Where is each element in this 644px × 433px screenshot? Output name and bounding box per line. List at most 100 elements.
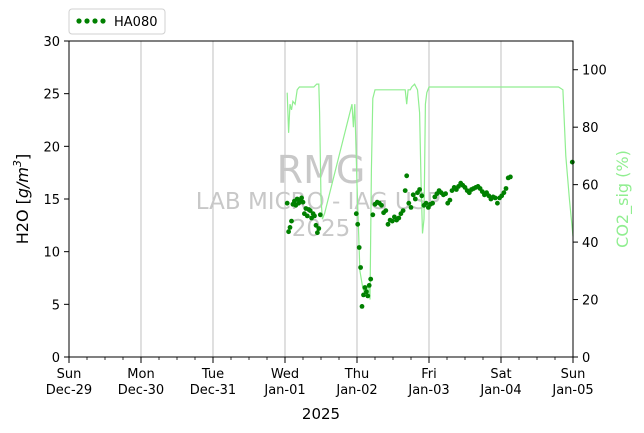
h2o-point <box>312 213 317 219</box>
h2o-point <box>355 221 361 227</box>
h2o-point <box>385 221 391 227</box>
h2o-point <box>402 188 408 194</box>
x-tick-label: Sun Jan-05 <box>551 367 593 398</box>
x-tick-label: Thu Jan-02 <box>335 367 377 398</box>
x-tick-day: Wed <box>271 367 299 382</box>
h2o-point <box>430 200 435 206</box>
h2o-point <box>383 208 389 214</box>
left-axis-title-unit: g/m <box>13 167 32 198</box>
left-axis-title: H2O [g/m3] <box>11 154 32 245</box>
right-y-tick-label: 60 <box>582 179 599 194</box>
x-tick-day: Tue <box>201 367 224 382</box>
left-y-tick-label: 10 <box>43 246 60 261</box>
right-y-axis: 0 20 40 60 80 100 <box>573 64 607 366</box>
right-y-tick-label: 20 <box>582 294 599 309</box>
h2o-point <box>423 200 429 206</box>
legend-label-ha080: HA080 <box>114 15 157 30</box>
x-tick-date: Jan-04 <box>479 383 521 398</box>
h2o-point <box>286 229 291 235</box>
x-tick-day: Sun <box>57 367 82 382</box>
h2o-point <box>284 200 290 206</box>
x-tick-day: Thu <box>344 367 369 382</box>
x-tick-label: Sat Jan-04 <box>479 367 521 398</box>
h2o-point <box>400 208 406 214</box>
left-y-tick-label: 15 <box>43 193 60 208</box>
left-axis-title-main: H2O [ <box>13 198 32 244</box>
h2o-point <box>300 199 306 205</box>
h2o-point <box>503 186 509 191</box>
x-tick-label: Wed Jan-01 <box>263 367 305 398</box>
h2o-point <box>361 292 366 298</box>
h2o-point <box>353 211 359 217</box>
x-tick-label: Tue Dec-31 <box>190 367 236 398</box>
h2o-point <box>501 190 507 196</box>
watermark: RMG LAB MICRO - IAG USP 2025 <box>196 148 441 242</box>
left-axis-title-end: ] <box>13 154 32 160</box>
right-axis-title: CO2_sig (%) <box>613 150 633 248</box>
h2o-point <box>410 192 416 198</box>
x-tick-date: Dec-31 <box>190 383 236 398</box>
x-tick-date: Dec-30 <box>118 383 164 398</box>
h2o-point <box>362 285 368 290</box>
h2o-point <box>443 191 448 197</box>
h2o-point <box>406 200 412 206</box>
h2o-point <box>365 293 371 299</box>
h2o-point <box>447 197 453 203</box>
h2o-point <box>389 218 395 224</box>
h2o-point <box>379 202 384 208</box>
x-axis-title: 2025 <box>302 405 340 423</box>
h2o-point <box>317 212 323 218</box>
h2o-point <box>419 193 425 199</box>
left-y-tick-label: 5 <box>52 298 60 313</box>
left-y-tick-label: 20 <box>43 140 60 155</box>
left-y-tick-label: 0 <box>52 351 60 366</box>
h2o-point <box>289 218 294 224</box>
h2o-point <box>316 226 322 231</box>
left-y-axis: 0 5 10 15 20 25 30 <box>43 35 69 366</box>
watermark-lab: LAB MICRO - IAG USP <box>196 189 441 215</box>
h2o-point <box>287 225 293 230</box>
h2o-point <box>368 276 374 282</box>
right-y-tick-label: 80 <box>582 121 599 136</box>
legend: HA080 <box>68 8 166 35</box>
h2o-point <box>359 304 365 309</box>
right-y-tick-label: 40 <box>582 236 599 251</box>
x-tick-day: Sun <box>561 367 586 382</box>
x-tick-date: Jan-03 <box>407 383 449 398</box>
h2o-point <box>358 265 363 270</box>
left-axis-title-sup: 3 <box>11 160 24 167</box>
x-tick-day: Mon <box>127 367 154 382</box>
h2o-point <box>404 173 410 179</box>
x-tick-date: Jan-01 <box>263 383 305 398</box>
h2o-point <box>366 283 372 288</box>
h2o-point <box>304 213 310 219</box>
h2o-point <box>315 230 320 236</box>
h2o-point <box>313 222 319 228</box>
x-tick-day: Fri <box>421 367 437 382</box>
co2-line <box>286 83 574 300</box>
h2o-point <box>364 289 369 295</box>
x-tick-label: Fri Jan-03 <box>407 367 449 398</box>
h2o-point <box>396 215 402 221</box>
h2o-point <box>508 174 513 180</box>
legend-box <box>68 8 166 35</box>
x-tick-date: Dec-29 <box>46 383 92 398</box>
left-y-tick-label: 30 <box>43 35 60 50</box>
h2o-point <box>412 196 418 202</box>
legend-marker-dot-3 <box>92 18 98 24</box>
left-y-tick-label: 25 <box>43 88 60 103</box>
h2o-point <box>569 159 575 165</box>
h2o-point <box>495 200 500 206</box>
co2-series <box>286 83 574 300</box>
h2o-point <box>417 187 422 192</box>
legend-marker-dot-2 <box>84 18 90 24</box>
right-y-tick-label: 100 <box>582 64 607 79</box>
x-tick-day: Sat <box>490 367 511 382</box>
legend-marker-dot-1 <box>76 18 82 24</box>
x-tick-date: Jan-05 <box>551 383 593 398</box>
h2o-point <box>492 195 498 201</box>
x-tick-date: Jan-02 <box>335 383 377 398</box>
h2o-point <box>408 205 414 210</box>
